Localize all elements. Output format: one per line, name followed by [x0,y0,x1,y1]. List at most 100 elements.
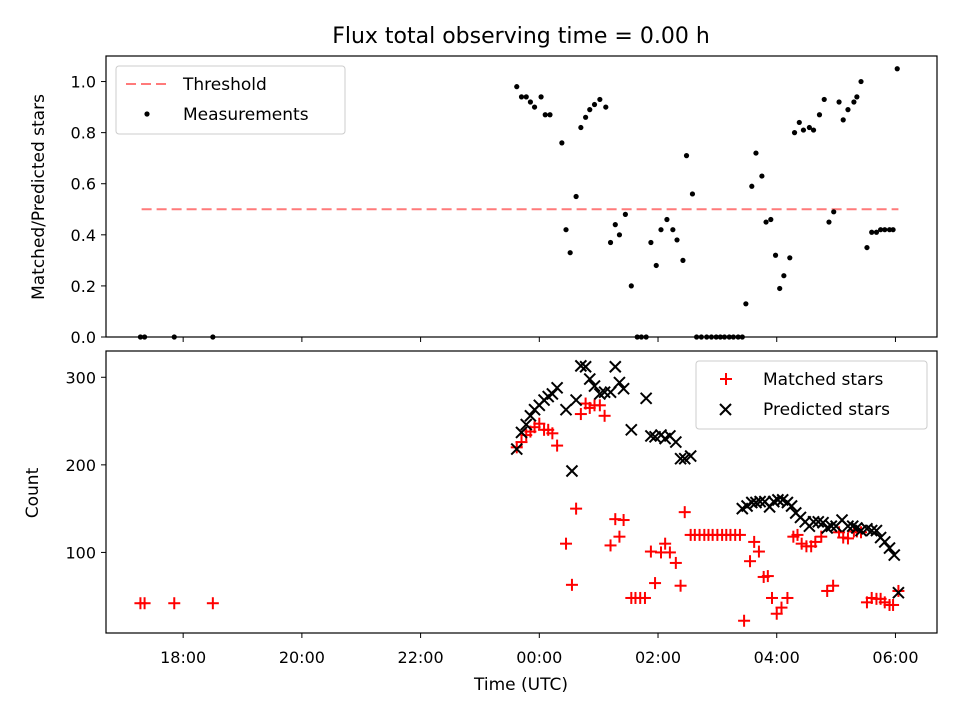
measurement-point [864,244,870,251]
measurement-point [821,96,827,103]
x-tick-label: 02:00 [635,648,681,667]
matched-star-point [841,532,854,545]
predicted-star-point [644,429,658,443]
predicted-star-point [785,499,798,513]
measurement-point [563,227,569,233]
legend-measurements-label: Measurements [183,105,309,125]
x-tick-label: 06:00 [872,648,918,667]
matched-star-point [770,607,783,620]
measurement-point [603,104,609,110]
matched-star-point [593,399,606,412]
predicted-star-point [825,519,838,533]
predicted-star-point [753,495,767,508]
top-legend: Threshold Measurements [115,65,346,135]
measurement-point [787,255,793,261]
predicted-star-point [684,449,697,463]
measurement-point [567,250,573,256]
matched-star-point [781,591,794,604]
measurement-point [518,94,525,100]
measurement-point [573,193,579,200]
measurement-point [514,84,520,90]
measurement-point [777,285,783,292]
measurement-point [845,107,851,113]
measurement-point [542,112,548,118]
measurement-point [531,104,538,110]
measurement-point [840,117,846,123]
bottom-axes-frame [105,350,938,634]
top-axes-frame [105,55,938,338]
matched-star-point [644,545,657,558]
measurement-point [523,94,529,100]
measurement-point [796,119,802,126]
measurement-point [680,257,686,263]
measurement-point [658,227,664,233]
x-tick-label: 00:00 [516,648,562,667]
measurement-point [587,107,593,113]
measurement-point [538,94,544,100]
measurement-point [831,209,837,215]
measurement-point [886,227,893,233]
matched-star-point [649,577,662,590]
legend-matched-swatch [720,373,732,385]
predicted-star-point [674,452,687,465]
measurement-point [653,262,659,269]
top-y-tick-label: 0.2 [71,277,96,296]
predicted-star-point [870,524,883,537]
predicted-star-point [625,423,638,437]
matched-star-point [574,408,587,421]
measurement-point [858,78,864,85]
predicted-star-point [883,541,896,555]
matched-star-point [791,528,804,541]
figure-title: Flux total observing time = 0.00 h [332,24,710,49]
x-tick-label: 04:00 [754,648,800,667]
predicted-star-point [812,515,825,528]
measurement-point [894,66,900,72]
legend-predicted-swatch [719,403,732,416]
measurement-point [826,219,832,225]
predicted-star-point [604,385,617,399]
measurement-point [648,239,654,246]
measurement-point [743,301,749,307]
measurement-point [612,222,618,228]
matched-star-point [669,556,682,569]
matched-star-point [533,417,546,430]
matched-star-point [765,591,778,604]
legend-threshold-label: Threshold [182,75,267,95]
top-y-tick-label: 1.0 [71,73,96,92]
measurement-point [810,127,817,133]
matched-star-point [515,436,528,449]
matched-star-point [738,614,751,627]
matched-star-point [565,578,578,591]
top-y-tick-label: 0.0 [71,328,96,347]
predicted-star-point [617,382,630,395]
measurement-point [878,227,884,233]
legend-predicted-label: Predicted stars [763,400,890,420]
measurement-point [882,227,888,233]
measurement-point [869,229,875,235]
measurement-point [559,140,565,146]
predicted-star-point [865,524,878,537]
measurement-point [772,252,779,258]
matched-star-point [617,514,630,527]
x-axis-label: Time (UTC) [473,675,568,695]
x-tick-label: 22:00 [398,648,444,667]
measurement-point [816,112,823,118]
matched-star-point [551,439,564,452]
measurement-point [854,94,860,100]
predicted-star-point [639,392,653,405]
top-y-tick-label: 0.8 [71,124,96,143]
predicted-star-point [669,435,683,449]
matched-star-point [752,545,765,558]
predicted-star-point [550,381,564,394]
predicted-star-point [559,403,573,416]
predicted-star-point [888,548,901,562]
bottom-legend: Matched stars Predicted stars [695,360,928,430]
measurement-point [873,229,880,235]
measurement-point [759,173,765,179]
predicted-star-point [520,418,533,431]
matched-star-point [678,506,691,519]
x-tick-label: 20:00 [279,648,325,667]
measurement-point [768,216,774,223]
predicted-star-point [510,442,523,456]
